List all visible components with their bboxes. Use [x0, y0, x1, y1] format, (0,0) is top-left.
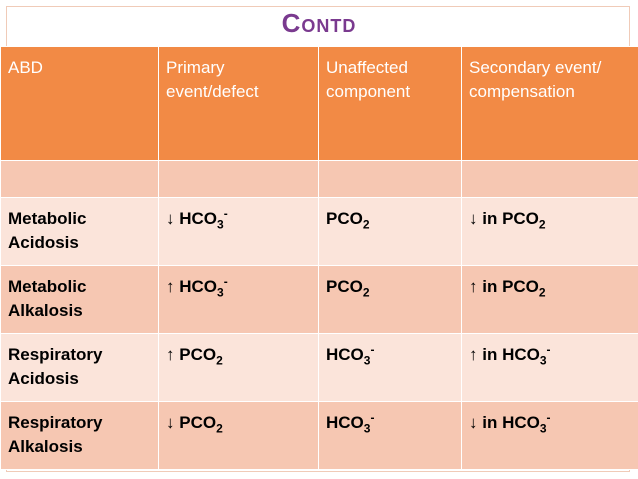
up-arrow-icon: ↑: [166, 277, 175, 296]
table-row: Metabolic Acidosis ↓ HCO3- PCO2 ↓ in PCO2: [0, 197, 638, 266]
up-arrow-icon: ↑: [469, 277, 478, 296]
disorder-cell: Metabolic Acidosis: [0, 197, 159, 266]
empty-cell: [461, 160, 638, 198]
primary-cell: ↓ PCO2: [158, 401, 319, 470]
empty-cell: [158, 160, 319, 198]
header-primary: Primary event/defect: [158, 46, 319, 161]
empty-cell: [318, 160, 462, 198]
down-arrow-icon: ↓: [166, 209, 175, 228]
up-arrow-icon: ↑: [166, 345, 175, 364]
table-row: Respiratory Acidosis ↑ PCO2 HCO3- ↑ in HC…: [0, 333, 638, 402]
unaffected-cell: HCO3-: [318, 333, 462, 402]
secondary-cell: ↓ in HCO3-: [461, 401, 638, 470]
empty-row: [0, 160, 638, 198]
secondary-cell: ↑ in HCO3-: [461, 333, 638, 402]
disorder-cell: Metabolic Alkalosis: [0, 265, 159, 334]
slide-title: Contd: [281, 8, 357, 38]
disorder-cell: Respiratory Acidosis: [0, 333, 159, 402]
down-arrow-icon: ↓: [469, 209, 478, 228]
table-row: Respiratory Alkalosis ↓ PCO2 HCO3- ↓ in H…: [0, 401, 638, 470]
unaffected-cell: PCO2: [318, 265, 462, 334]
down-arrow-icon: ↓: [166, 413, 175, 432]
primary-cell: ↓ HCO3-: [158, 197, 319, 266]
secondary-cell: ↓ in PCO2: [461, 197, 638, 266]
header-unaffected: Unaffected component: [318, 46, 462, 161]
header-secondary: Secondary event/ compensation: [461, 46, 638, 161]
table-header-row: ABD Primary event/defect Unaffected comp…: [0, 46, 638, 161]
primary-cell: ↑ HCO3-: [158, 265, 319, 334]
header-abd: ABD: [0, 46, 159, 161]
unaffected-cell: PCO2: [318, 197, 462, 266]
unaffected-cell: HCO3-: [318, 401, 462, 470]
disorder-cell: Respiratory Alkalosis: [0, 401, 159, 470]
secondary-cell: ↑ in PCO2: [461, 265, 638, 334]
acid-base-table: ABD Primary event/defect Unaffected comp…: [0, 46, 638, 470]
empty-cell: [0, 160, 159, 198]
primary-cell: ↑ PCO2: [158, 333, 319, 402]
table-row: Metabolic Alkalosis ↑ HCO3- PCO2 ↑ in PCO…: [0, 265, 638, 334]
up-arrow-icon: ↑: [469, 345, 478, 364]
down-arrow-icon: ↓: [469, 413, 478, 432]
